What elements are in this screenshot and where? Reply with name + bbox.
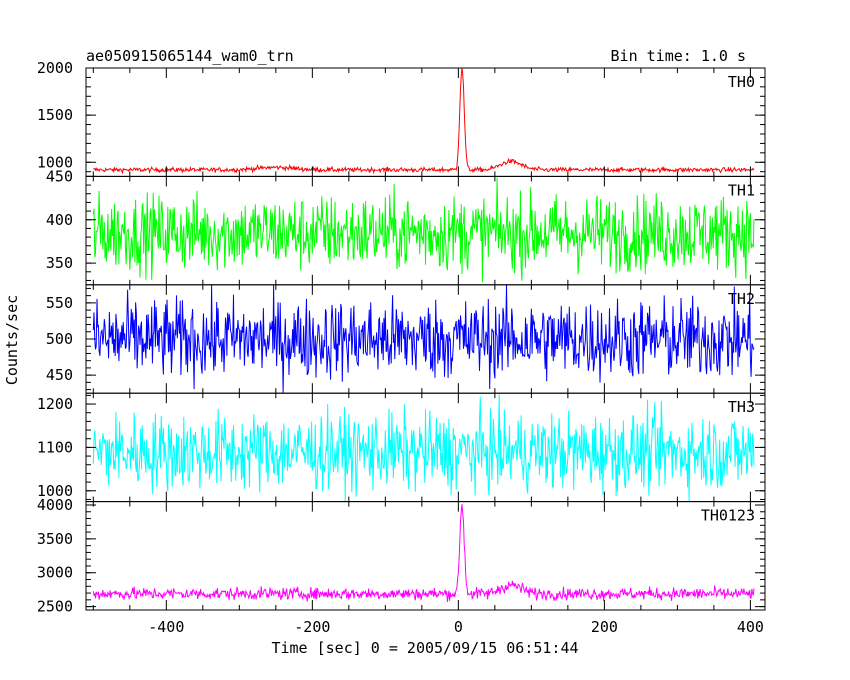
panel-label-th1: TH1 (728, 181, 755, 199)
y-tick-label: 450 (46, 366, 73, 384)
series-th2-line (92, 284, 755, 394)
panel-th0: 1000 1500 2000 TH0 (37, 59, 766, 177)
y-axis-label: Counts/sec (3, 295, 21, 385)
panel-th3: 1000 1100 1200 TH3 (37, 392, 766, 503)
y-tick-label: 1200 (37, 395, 73, 413)
y-tick-label: 2500 (37, 598, 73, 616)
y-tick-label: 1000 (37, 482, 73, 500)
y-tick-label: 400 (46, 211, 73, 229)
series-th3-line (92, 394, 755, 502)
x-tick-label: 200 (591, 618, 618, 636)
x-tick-label: -400 (148, 618, 184, 636)
panel-label-th0123: TH0123 (701, 507, 755, 525)
x-tick-label: 0 (454, 618, 463, 636)
panel-frame (85, 67, 766, 177)
panel-frame (85, 501, 766, 611)
panel-th1: 350 400 450 TH1 (46, 167, 766, 286)
y-tick-label: 500 (46, 330, 73, 348)
y-tick-label: 3500 (37, 530, 73, 548)
y-tick-label: 450 (46, 167, 73, 185)
y-tick-label: 3000 (37, 564, 73, 582)
y-tick-label: 350 (46, 254, 73, 272)
panel-th2: 450 500 550 TH2 (46, 284, 766, 394)
x-axis: -400 -200 0 200 400 (148, 618, 764, 636)
y-tick-label: 550 (46, 294, 73, 312)
y-tick-label: 1000 (37, 153, 73, 171)
panel-label-th0: TH0 (728, 73, 755, 91)
panel-th0123: 2500 3000 3500 4000 TH0123 (37, 496, 766, 616)
series-th1-line (92, 177, 755, 283)
series-th0-line (93, 68, 755, 175)
y-tick-label: 2000 (37, 59, 73, 77)
panel-label-th3: TH3 (728, 398, 755, 416)
series-th0123-line (92, 504, 755, 603)
x-tick-label: 400 (737, 618, 764, 636)
x-axis-label: Time [sec] 0 = 2005/09/15 06:51:44 (271, 639, 578, 657)
panel-label-th2: TH2 (728, 290, 755, 308)
y-tick-label: 1500 (37, 106, 73, 124)
chart-title: ae050915065144_wam0_trn (86, 47, 294, 65)
y-tick-label: 1100 (37, 438, 73, 456)
panels: 1000 1500 2000 TH0 350 400 450 TH1 450 500 550 TH2 1… (37, 59, 766, 616)
x-tick-label: -200 (294, 618, 330, 636)
y-tick-label: 4000 (37, 496, 73, 514)
bin-time-label: Bin time: 1.0 s (611, 47, 746, 65)
